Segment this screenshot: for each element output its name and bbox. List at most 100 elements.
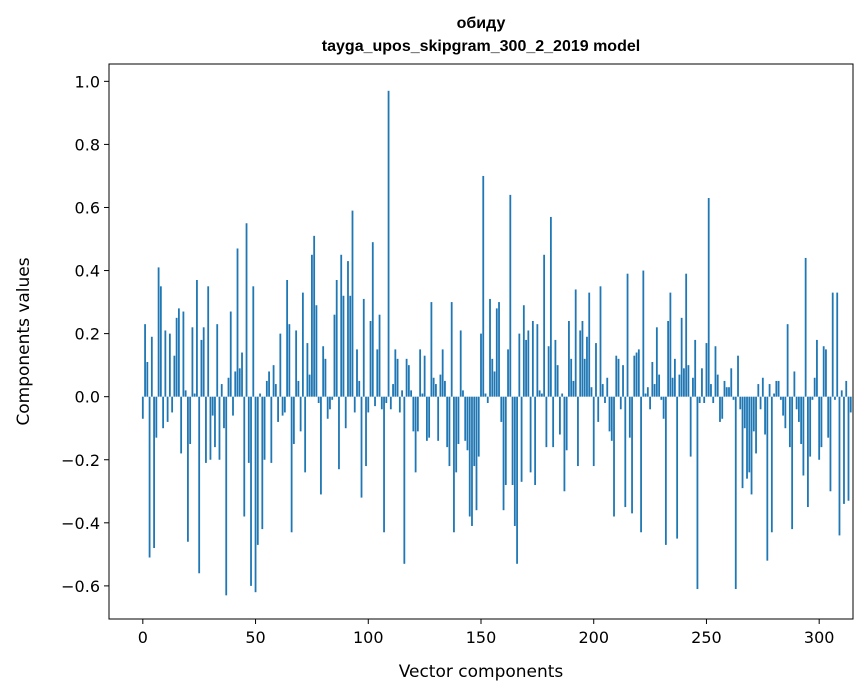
bar: [423, 355, 426, 397]
bar: [520, 396, 523, 482]
bar: [777, 380, 780, 397]
bar: [664, 396, 667, 545]
bar: [486, 396, 489, 403]
bar: [599, 286, 602, 397]
bar: [827, 396, 830, 438]
bar: [712, 396, 715, 403]
bar: [646, 387, 649, 397]
bar: [574, 289, 577, 397]
bar: [595, 343, 597, 397]
bar: [261, 396, 264, 530]
bar: [189, 396, 192, 444]
bar: [825, 349, 827, 397]
bar: [561, 393, 564, 397]
bar: [331, 396, 334, 400]
bar: [419, 349, 422, 397]
bar: [211, 396, 214, 416]
bar: [462, 390, 464, 397]
bar: [552, 396, 555, 448]
bar: [757, 384, 760, 397]
bar: [191, 327, 194, 397]
x-tick-label: 50: [245, 628, 265, 647]
bar: [610, 396, 613, 441]
bar: [471, 396, 473, 526]
x-axis-ticks: 0 50 100 150 200 250 300: [138, 619, 835, 647]
x-tick-label: 0: [138, 628, 148, 647]
bar: [159, 286, 162, 397]
bar: [502, 396, 505, 511]
bar: [849, 396, 852, 413]
bar: [220, 384, 223, 397]
bar: [631, 396, 633, 514]
bar: [525, 339, 527, 397]
bar: [202, 327, 205, 397]
x-tick-label: 300: [804, 628, 835, 647]
bar: [171, 396, 174, 413]
bar: [340, 254, 343, 397]
bar: [642, 270, 645, 397]
bar: [601, 384, 604, 397]
bar: [196, 280, 198, 397]
bar: [651, 362, 654, 397]
bar: [516, 396, 518, 564]
bar: [218, 396, 221, 460]
bar: [820, 396, 823, 448]
bar: [606, 377, 609, 397]
bar: [335, 280, 338, 397]
bar: [653, 384, 656, 397]
bar: [464, 396, 467, 441]
bar: [640, 396, 642, 533]
x-axis-label: Vector components: [399, 662, 564, 682]
bar: [725, 387, 728, 397]
bar: [559, 396, 561, 435]
bar: [475, 396, 478, 511]
bar: [734, 396, 737, 590]
bar: [180, 396, 183, 454]
bar: [263, 396, 266, 460]
bar: [619, 396, 622, 410]
bar: [256, 396, 259, 545]
bar: [779, 396, 782, 400]
bar: [680, 317, 683, 397]
bar: [748, 396, 751, 473]
bar: [236, 248, 239, 397]
bar: [495, 308, 498, 397]
bar: [480, 333, 482, 397]
bar: [225, 396, 228, 596]
bar: [243, 396, 246, 517]
bar: [536, 324, 539, 397]
bar: [493, 371, 496, 397]
bar: [831, 292, 834, 397]
bar: [247, 396, 250, 463]
bar: [847, 396, 850, 501]
bar: [644, 393, 647, 397]
bar: [389, 396, 392, 410]
bar: [324, 358, 327, 397]
bar: [637, 349, 640, 397]
bar: [144, 324, 146, 397]
bar: [205, 396, 207, 463]
bar: [800, 396, 803, 444]
y-axis-label: Components values: [14, 257, 34, 425]
bar: [590, 387, 593, 397]
bar: [577, 396, 579, 467]
bar: [329, 396, 331, 410]
bar: [477, 396, 480, 457]
bar: [378, 314, 381, 397]
y-tick-label: −0.6: [61, 577, 100, 596]
bar: [775, 380, 778, 397]
bar: [306, 343, 309, 397]
bar: [374, 396, 376, 407]
bar: [227, 377, 230, 397]
chart-title: обиду: [457, 15, 506, 32]
bar: [252, 286, 255, 397]
bar: [453, 396, 455, 533]
bar: [274, 384, 277, 397]
bar: [529, 396, 532, 473]
bar: [581, 321, 584, 397]
bar: [504, 396, 507, 485]
bar: [545, 396, 548, 448]
bar: [425, 396, 428, 441]
bar: [421, 393, 424, 397]
